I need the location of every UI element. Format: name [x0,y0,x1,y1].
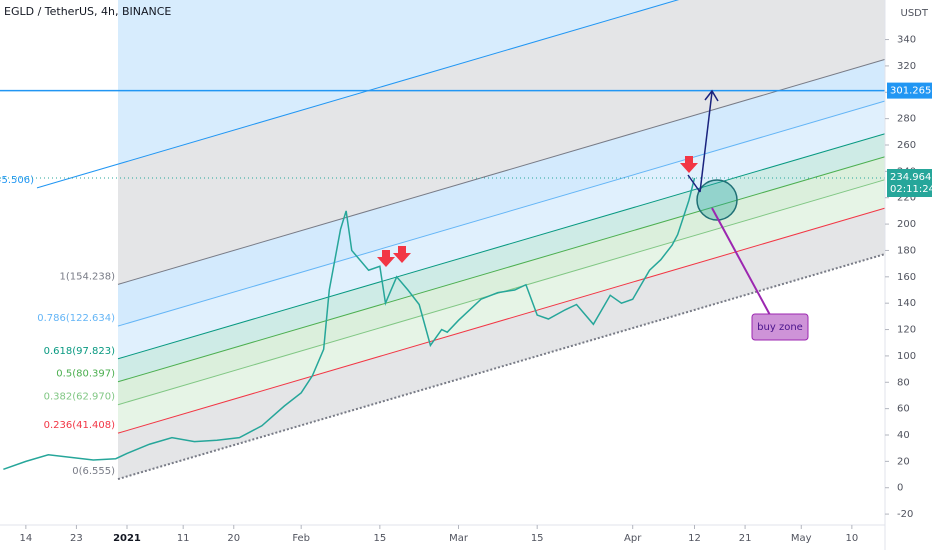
fib-label: 0.618(97.823) [44,346,116,357]
plot-area: 1.618(245.506) 1(154.238) 0.786(122.634) 0.… [0,0,886,481]
callout-box [751,313,809,341]
y-tick-label: 80 [897,377,910,388]
fib-label: 0.5(80.397) [56,369,115,380]
x-tick-label: 2021 [113,533,141,544]
y-tick-label: 140 [897,298,916,309]
fib-line [117,133,886,360]
target-arrow [699,91,713,193]
x-tick-label: 14 [19,533,32,544]
x-tick-label: Feb [292,533,310,544]
x-tick-label: Mar [449,533,469,544]
x-tick-label: May [791,533,812,544]
y-tick-label: 280 [897,114,916,125]
fib-label: 1.618(245.506) [0,175,34,186]
x-tick-label: 21 [739,533,752,544]
red-arrow [377,250,395,267]
fib-line [117,156,886,383]
fib-label: 0(6.555) [72,466,115,477]
y-tick-label: 0 [897,483,903,494]
countdown-label: 02:11:24 [890,184,932,195]
target-arrow [687,174,701,193]
y-tick-label: 60 [897,404,910,415]
unit-label: USDT [901,8,929,19]
y-tick-label: 20 [897,456,910,467]
channel-fill [118,156,885,405]
channel-fill [118,0,885,285]
buy-circle [696,179,738,221]
y-tick-label: 100 [897,351,916,362]
current-price-badge [887,169,932,198]
fib-line [117,207,886,434]
red-arrow [680,156,698,173]
y-tick-label: 120 [897,325,916,336]
price-badge [887,82,932,99]
callout-label: buy zone [757,322,803,333]
target-arrow-head [704,89,719,102]
y-tick-label: 220 [897,193,916,204]
channel-fill [118,59,885,327]
channel-fill [118,208,885,480]
x-tick-label: 12 [688,533,701,544]
y-tick-label: -20 [897,509,913,520]
fib-label: 0.382(62.970) [44,392,116,403]
current-price-label: 234.964 [890,172,931,183]
channel-fill [118,133,885,382]
fib-label: 0.236(41.408) [44,420,116,431]
fib-line [117,253,886,481]
y-tick-label: 260 [897,140,916,151]
x-tick-label: Apr [624,533,642,544]
y-tick-label: 180 [897,245,916,256]
y-tick-label: 320 [897,61,916,72]
channel-fill [118,179,885,434]
price-badge-label: 301.265 [890,86,931,97]
chart-title: EGLD / TetherUS, 4h, BINANCE [4,5,171,18]
y-tick-label: 160 [897,272,916,283]
callout-line [711,207,771,316]
x-tick-label: 11 [177,533,190,544]
fib-line [117,58,886,285]
fib-label: 1(154.238) [59,271,115,282]
fib-line [36,0,680,189]
fib-line [117,100,886,327]
x-tick-label: 10 [845,533,858,544]
red-arrow [393,246,411,263]
y-tick-label: 200 [897,219,916,230]
price-line [3,177,696,470]
channel-fill [118,0,885,165]
x-tick-label: 15 [531,533,544,544]
y-tick-label: 340 [897,35,916,46]
x-tick-label: 15 [373,533,386,544]
fib-label: 0.786(122.634) [37,313,115,324]
y-tick-label: 40 [897,430,910,441]
x-tick-label: 20 [227,533,240,544]
x-tick-label: 23 [70,533,83,544]
